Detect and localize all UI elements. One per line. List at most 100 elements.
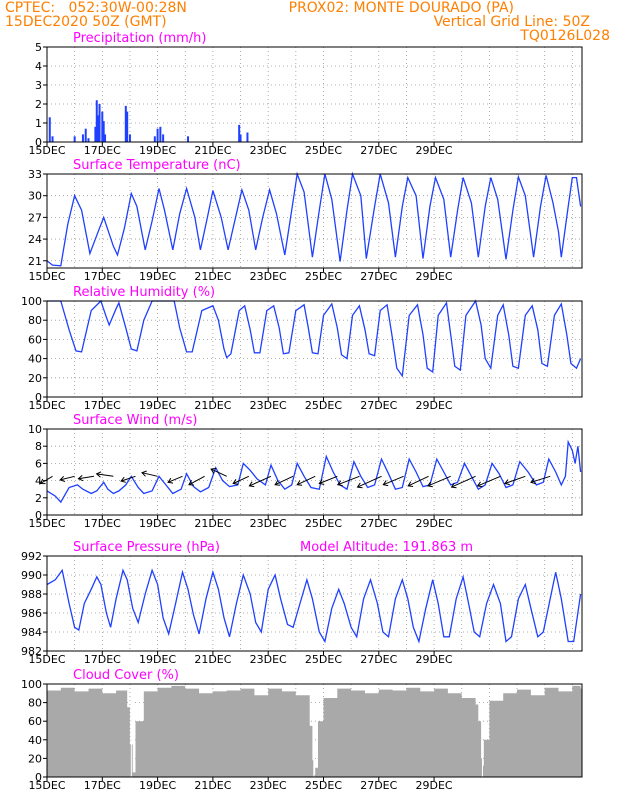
panel-5-xtick-label: 19DEC bbox=[139, 779, 176, 792]
panel-4-xtick-label: 15DEC bbox=[28, 653, 65, 666]
wind-arrow-head bbox=[356, 482, 363, 489]
panel-4-xtick-label: 21DEC bbox=[194, 653, 231, 666]
panel-5-xtick-label: 27DEC bbox=[360, 779, 397, 792]
panel-3-xtick-label: 21DEC bbox=[194, 517, 231, 530]
precip-bar bbox=[73, 136, 76, 142]
wind-arrow-head bbox=[232, 479, 239, 485]
precip-bar bbox=[238, 124, 241, 142]
wind-arrow bbox=[141, 472, 158, 477]
wind-arrow bbox=[530, 475, 551, 483]
panel-2-xtick-label: 19DEC bbox=[139, 399, 176, 412]
panel-0-xtick-label: 17DEC bbox=[84, 144, 121, 157]
panel-4-annotation: Model Altitude: 191.863 m bbox=[300, 540, 473, 555]
panel-0-xtick-label: 15DEC bbox=[28, 144, 65, 157]
precip-bar bbox=[156, 128, 159, 142]
panel-4-ytick-label: 992 bbox=[21, 550, 42, 563]
wind-arrow bbox=[233, 475, 250, 484]
header-station: CPTEC: 052:30W-00:28N bbox=[5, 0, 187, 16]
panel-0-xtick-label: 29DEC bbox=[416, 144, 453, 157]
wind-arrow bbox=[210, 468, 227, 477]
panel-3-xtick-label: 19DEC bbox=[139, 517, 176, 530]
panel-4-ytick-label: 984 bbox=[21, 626, 42, 639]
panel-0-xtick-label: 19DEC bbox=[139, 144, 176, 157]
wind-arrow bbox=[319, 475, 338, 484]
wind-arrow bbox=[504, 475, 526, 484]
panel-2-xtick-label: 17DEC bbox=[84, 399, 121, 412]
panel-3-xtick-label: 17DEC bbox=[84, 517, 121, 530]
wind-arrow-head bbox=[188, 480, 195, 486]
panel-5-title: Cloud Cover (%) bbox=[73, 668, 179, 683]
panel-1-xtick-label: 29DEC bbox=[416, 270, 453, 283]
panel-3-xtick-label: 23DEC bbox=[250, 517, 287, 530]
precip-bar bbox=[51, 136, 54, 142]
panel-4-ytick-label: 982 bbox=[21, 645, 42, 658]
panel-0-xtick-label: 25DEC bbox=[305, 144, 342, 157]
precip-bar bbox=[187, 136, 190, 142]
wind-arrow bbox=[337, 475, 360, 486]
panel-1-ytick-label: 24 bbox=[28, 233, 42, 246]
panel-1-ytick-label: 30 bbox=[28, 190, 42, 203]
wind-arrow-head bbox=[476, 481, 483, 488]
precip-bar bbox=[128, 134, 131, 142]
panel-1-xtick-label: 21DEC bbox=[194, 270, 231, 283]
precip-bar bbox=[48, 117, 51, 142]
panel-4-frame bbox=[46, 555, 583, 652]
panel-3-ytick-label: 0 bbox=[35, 509, 42, 522]
header-grid-line: Vertical Grid Line: 50Z bbox=[433, 14, 590, 30]
panel-3-ytick-label: 2 bbox=[35, 492, 42, 505]
precip-bar bbox=[246, 132, 249, 142]
panel-1-xtick-label: 23DEC bbox=[250, 270, 287, 283]
panel-2-series-line bbox=[47, 299, 582, 378]
panel-2-ytick-label: 80 bbox=[28, 314, 42, 327]
panel-5-xtick-label: 15DEC bbox=[28, 779, 65, 792]
wind-arrow bbox=[96, 473, 114, 477]
panel-4-ytick-label: 986 bbox=[21, 607, 42, 620]
header-location: PROX02: MONTE DOURADO (PA) bbox=[288, 0, 514, 16]
panel-1-xtick-label: 19DEC bbox=[139, 270, 176, 283]
panel-3-ytick-label: 8 bbox=[35, 440, 42, 453]
panel-4-title: Surface Pressure (hPa) bbox=[73, 540, 220, 555]
wind-arrow bbox=[383, 475, 404, 486]
precip-bar bbox=[97, 115, 100, 142]
panel-1-xtick-label: 17DEC bbox=[84, 270, 121, 283]
panel-5-ytick-label: 80 bbox=[28, 697, 42, 710]
wind-arrow bbox=[451, 475, 476, 488]
wind-arrow-head bbox=[210, 467, 217, 474]
precip-bar bbox=[94, 126, 97, 142]
precip-bar bbox=[101, 111, 104, 142]
panel-4-ytick-label: 990 bbox=[21, 569, 42, 582]
wind-arrow bbox=[477, 475, 501, 487]
panel-3-xtick-label: 25DEC bbox=[305, 517, 342, 530]
panel-4-xtick-label: 27DEC bbox=[360, 653, 397, 666]
wind-arrow-head bbox=[274, 480, 281, 486]
wind-arrow-head bbox=[407, 481, 414, 487]
wind-arrow-head bbox=[530, 478, 536, 485]
precip-bar bbox=[124, 105, 127, 142]
wind-arrow bbox=[249, 475, 272, 487]
panel-0-title: Precipitation (mm/h) bbox=[73, 31, 206, 46]
panel-2-xtick-label: 21DEC bbox=[194, 399, 231, 412]
panel-0-ytick-label: 2 bbox=[35, 98, 42, 111]
wind-arrow-head bbox=[248, 481, 255, 488]
precip-bar bbox=[98, 104, 101, 142]
wind-arrow bbox=[427, 475, 451, 487]
wind-arrow-head bbox=[504, 479, 510, 486]
precip-bar bbox=[102, 121, 105, 142]
panel-2-xtick-label: 25DEC bbox=[305, 399, 342, 412]
panel-5-ytick-label: 100 bbox=[21, 678, 42, 691]
panel-3-ytick-label: 10 bbox=[28, 423, 42, 436]
panel-1-xtick-label: 15DEC bbox=[28, 270, 65, 283]
precip-bar bbox=[153, 136, 156, 142]
panel-4-xtick-label: 23DEC bbox=[250, 653, 287, 666]
panel-5-xtick-label: 25DEC bbox=[305, 779, 342, 792]
cloud-cover-area bbox=[47, 685, 582, 777]
panel-2-xtick-label: 27DEC bbox=[360, 399, 397, 412]
panel-5-xtick-label: 29DEC bbox=[416, 779, 453, 792]
precip-bar bbox=[104, 134, 107, 142]
precip-bar bbox=[126, 111, 129, 142]
panel-3-xtick-label: 29DEC bbox=[416, 517, 453, 530]
panel-2-ytick-label: 100 bbox=[21, 295, 42, 308]
panel-4-xtick-label: 29DEC bbox=[416, 653, 453, 666]
panel-5-xtick-label: 17DEC bbox=[84, 779, 121, 792]
panel-2-xtick-label: 29DEC bbox=[416, 399, 453, 412]
